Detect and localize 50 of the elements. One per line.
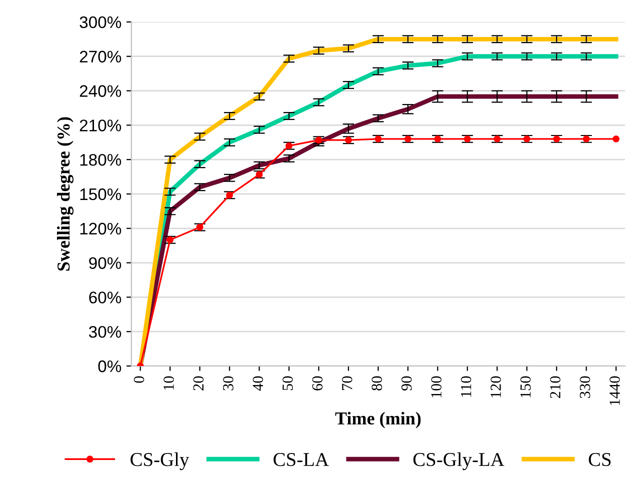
- y-tick-label: 90%: [89, 257, 122, 269]
- legend-label: CS-Gly-LA: [413, 452, 504, 470]
- x-tick-label: 210: [550, 376, 560, 398]
- point: [286, 142, 292, 150]
- point: [315, 136, 322, 144]
- x-tick-label: 330: [580, 376, 590, 398]
- point: [196, 224, 204, 231]
- y-tick-label: 30%: [88, 326, 122, 338]
- x-tick-label: 1440: [610, 376, 620, 405]
- x-tick-label: 80: [372, 376, 382, 390]
- x-tick-label: 60: [312, 376, 323, 390]
- point: [344, 136, 352, 144]
- x-tick-label: 90: [401, 376, 412, 391]
- x-tick-label: 120: [490, 376, 501, 398]
- y-tick-label: 210%: [80, 120, 122, 132]
- y-tick-label: 150%: [80, 188, 122, 200]
- point: [256, 171, 263, 178]
- point: [226, 192, 233, 199]
- legend-label: CS: [588, 453, 611, 466]
- point: [434, 135, 442, 142]
- x-axis-title: Time (min): [335, 412, 421, 428]
- y-tick-label: 120%: [80, 222, 122, 235]
- x-tick-label: 40: [252, 376, 264, 391]
- y-tick-label: 270%: [80, 50, 122, 63]
- legend-label: CS-Gly: [130, 452, 190, 470]
- point: [166, 236, 174, 244]
- y-axis-title: Swelling degree (%): [56, 117, 74, 271]
- x-tick-label: 30: [223, 376, 234, 390]
- y-tick-label: 180%: [80, 154, 122, 166]
- x-tick-label: 70: [342, 376, 352, 390]
- point: [553, 135, 560, 142]
- point: [404, 135, 412, 142]
- point: [523, 135, 530, 142]
- y-tick-label: 240%: [80, 85, 122, 97]
- legend-label: CS-LA: [274, 453, 329, 466]
- point: [582, 135, 590, 142]
- y-tick-label: 0%: [98, 360, 122, 372]
- x-tick-label: 150: [520, 376, 531, 398]
- x-tick-label: 10: [164, 376, 174, 390]
- y-tick-label: 60%: [89, 292, 122, 304]
- x-tick-label: 50: [282, 376, 293, 390]
- point: [464, 135, 471, 142]
- x-tick-label: 110: [460, 376, 472, 397]
- point: [374, 135, 382, 142]
- x-tick-label: 0: [134, 376, 144, 383]
- y-tick-label: 300%: [80, 16, 122, 28]
- x-tick-label: 20: [193, 376, 204, 390]
- point: [612, 135, 620, 142]
- x-tick-label: 100: [431, 376, 442, 398]
- point: [494, 135, 501, 142]
